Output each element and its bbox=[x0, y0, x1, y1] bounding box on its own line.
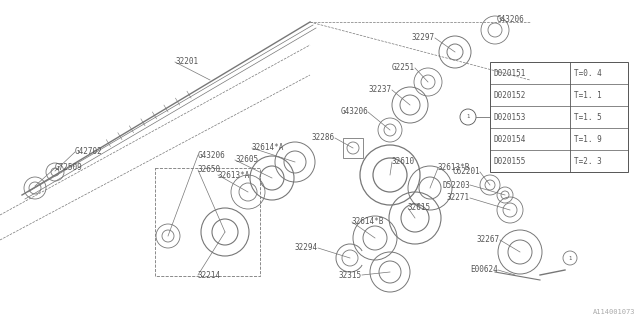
Text: E00624: E00624 bbox=[470, 266, 498, 275]
Text: D020155: D020155 bbox=[494, 156, 526, 165]
Text: 32613*B: 32613*B bbox=[438, 164, 470, 172]
Text: G43206: G43206 bbox=[340, 108, 368, 116]
Text: G43206: G43206 bbox=[497, 15, 525, 25]
Text: D020152: D020152 bbox=[494, 91, 526, 100]
Text: 32650: 32650 bbox=[198, 165, 221, 174]
Text: 32315: 32315 bbox=[339, 270, 362, 279]
Text: D020153: D020153 bbox=[494, 113, 526, 122]
Text: 32271: 32271 bbox=[447, 194, 470, 203]
Text: 32613*A: 32613*A bbox=[218, 171, 250, 180]
Text: 32297: 32297 bbox=[412, 34, 435, 43]
Text: T=1. 9: T=1. 9 bbox=[574, 134, 602, 143]
Text: 32615: 32615 bbox=[408, 204, 431, 212]
Text: 32610: 32610 bbox=[392, 157, 415, 166]
Text: G42702: G42702 bbox=[75, 148, 103, 156]
Text: 1: 1 bbox=[568, 255, 572, 260]
Text: D020154: D020154 bbox=[494, 134, 526, 143]
Text: 32614*B: 32614*B bbox=[352, 218, 385, 227]
Text: 32214: 32214 bbox=[198, 270, 221, 279]
Text: 32605: 32605 bbox=[235, 156, 258, 164]
Text: 32237: 32237 bbox=[369, 85, 392, 94]
Text: 32294: 32294 bbox=[295, 244, 318, 252]
Text: G72509: G72509 bbox=[55, 164, 83, 172]
Text: C62201: C62201 bbox=[452, 167, 480, 177]
Text: D52203: D52203 bbox=[442, 180, 470, 189]
Bar bbox=[490, 62, 628, 172]
Text: 32614*A: 32614*A bbox=[252, 143, 284, 153]
Bar bbox=[343, 138, 363, 158]
Text: 32201: 32201 bbox=[175, 58, 198, 67]
Text: T=1. 5: T=1. 5 bbox=[574, 113, 602, 122]
Text: T=2. 3: T=2. 3 bbox=[574, 156, 602, 165]
Text: G2251: G2251 bbox=[392, 63, 415, 73]
Text: T=1. 1: T=1. 1 bbox=[574, 91, 602, 100]
Text: G43206: G43206 bbox=[198, 150, 226, 159]
Text: A114001073: A114001073 bbox=[593, 309, 635, 315]
Text: 32286: 32286 bbox=[312, 133, 335, 142]
Bar bbox=[155, 168, 260, 276]
Text: 32267: 32267 bbox=[477, 236, 500, 244]
Text: D020151: D020151 bbox=[494, 68, 526, 77]
Text: T=0. 4: T=0. 4 bbox=[574, 68, 602, 77]
Text: 1: 1 bbox=[467, 115, 470, 119]
